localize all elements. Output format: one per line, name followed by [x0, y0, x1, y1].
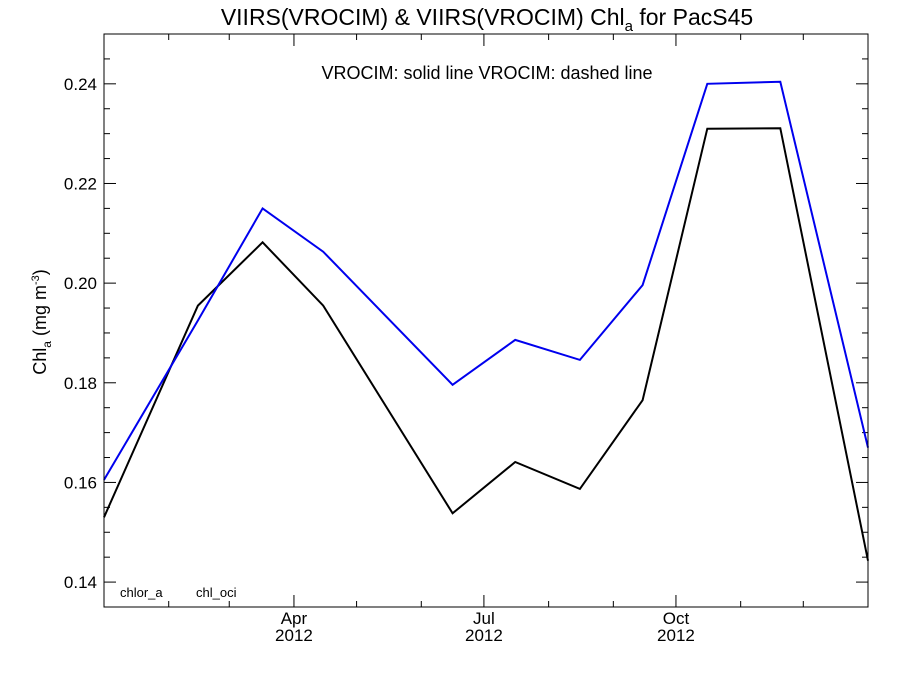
- axis-ticks: 0.140.160.180.200.220.24Apr2012Jul2012Oc…: [64, 33, 868, 645]
- series-line-chl-oci: [103, 80, 869, 481]
- legend-entry-chlor-a: chlor_a: [120, 585, 163, 600]
- y-tick-label: 0.22: [64, 174, 97, 193]
- chart-title: VIIRS(VROCIM) & VIIRS(VROCIM) Chla for P…: [221, 4, 753, 35]
- y-tick-label: 0.18: [64, 374, 97, 393]
- x-tick-label: Oct: [663, 609, 690, 628]
- x-tick-year-label: 2012: [465, 626, 503, 645]
- plot-frame: [103, 33, 869, 608]
- y-tick-label: 0.20: [64, 274, 97, 293]
- y-tick-label: 0.24: [64, 75, 97, 94]
- x-tick-label: Apr: [281, 609, 308, 628]
- line-style-annotation: VROCIM: solid line VROCIM: dashed line: [321, 63, 652, 83]
- x-tick-year-label: 2012: [657, 626, 695, 645]
- y-tick-label: 0.14: [64, 573, 97, 592]
- y-tick-label: 0.16: [64, 473, 97, 492]
- x-tick-label: Jul: [473, 609, 495, 628]
- legend-entry-chl-oci: chl_oci: [196, 585, 237, 600]
- y-axis-label: Chla (mg m-3): [30, 269, 54, 374]
- data-series: [103, 80, 869, 561]
- x-tick-year-label: 2012: [275, 626, 313, 645]
- series-line-chlor-a: [103, 127, 869, 561]
- legend: chlor_a chl_oci: [120, 585, 237, 600]
